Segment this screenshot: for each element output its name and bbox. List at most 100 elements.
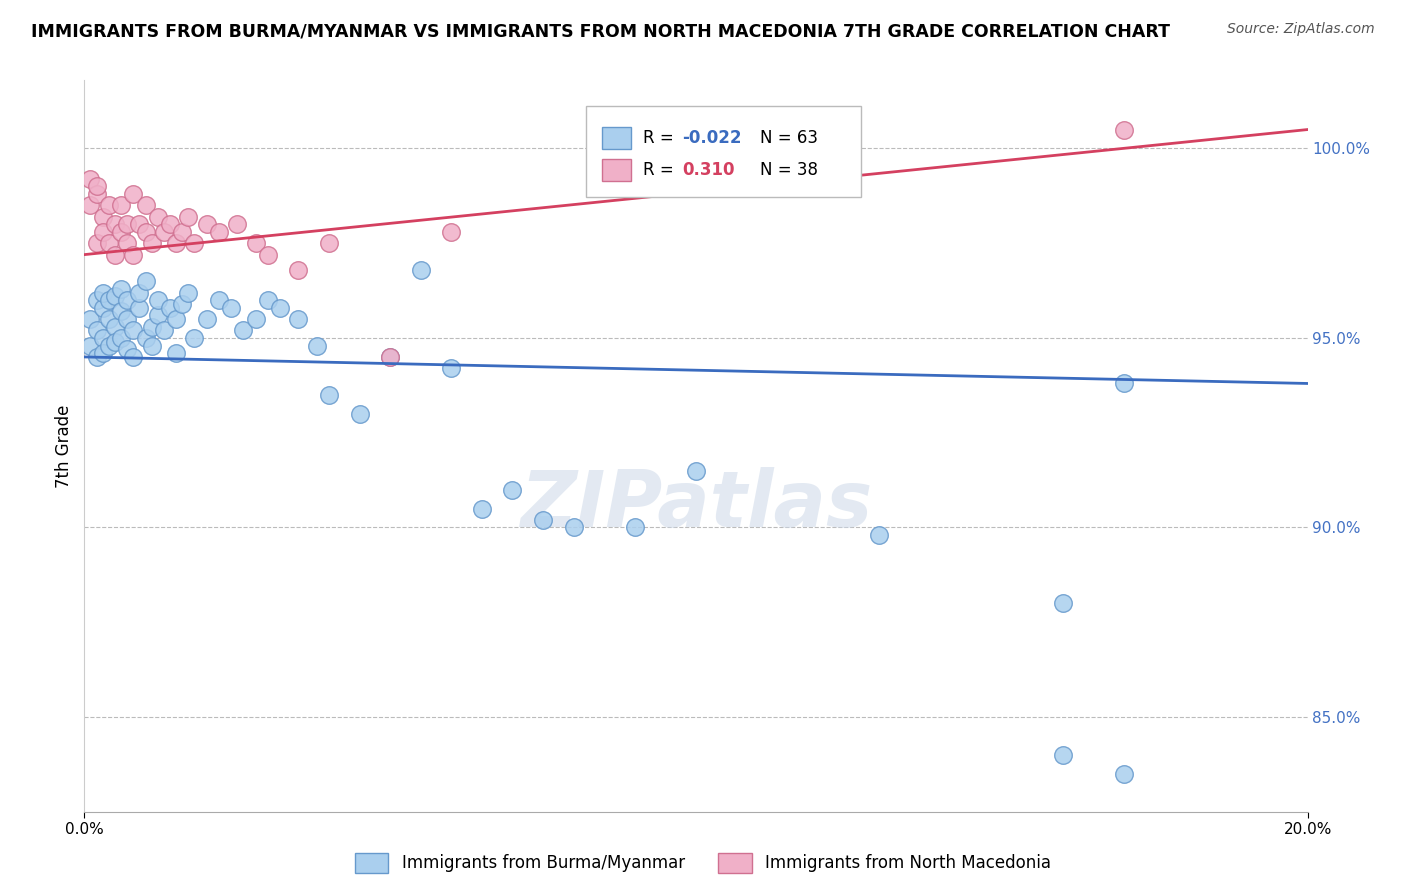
Point [86, 236, 108, 251]
Point [135, 225, 157, 239]
Point [245, 312, 267, 326]
Point [104, 289, 127, 303]
Point [104, 217, 127, 231]
Point [1114, 767, 1136, 781]
Text: ZIPatlas: ZIPatlas [520, 467, 872, 542]
Point [91, 285, 114, 300]
Point [177, 210, 200, 224]
Point [146, 308, 169, 322]
Point [172, 297, 194, 311]
FancyBboxPatch shape [602, 159, 631, 181]
Point [86, 179, 108, 194]
Point [115, 293, 138, 307]
Point [141, 338, 163, 352]
Point [110, 225, 132, 239]
Point [79, 198, 101, 212]
Point [245, 236, 267, 251]
Point [115, 217, 138, 231]
Point [153, 225, 176, 239]
Point [122, 323, 145, 337]
Point [159, 217, 181, 231]
Point [146, 210, 169, 224]
Point [97, 338, 120, 352]
Point [110, 198, 132, 212]
Point [502, 483, 524, 497]
Point [122, 350, 145, 364]
Point [208, 225, 231, 239]
Point [318, 388, 340, 402]
Point [128, 217, 150, 231]
Point [1052, 747, 1074, 762]
Y-axis label: 7th Grade: 7th Grade [55, 404, 73, 488]
Point [165, 346, 187, 360]
Point [141, 236, 163, 251]
Point [624, 520, 647, 534]
Point [318, 236, 340, 251]
Point [104, 247, 127, 261]
Point [91, 301, 114, 315]
Point [135, 331, 157, 345]
Point [146, 293, 169, 307]
Point [440, 361, 463, 376]
Text: R =: R = [644, 161, 679, 179]
Point [91, 346, 114, 360]
Point [91, 225, 114, 239]
Point [219, 301, 242, 315]
Text: IMMIGRANTS FROM BURMA/MYANMAR VS IMMIGRANTS FROM NORTH MACEDONIA 7TH GRADE CORRE: IMMIGRANTS FROM BURMA/MYANMAR VS IMMIGRA… [31, 22, 1170, 40]
Point [195, 217, 218, 231]
Point [115, 312, 138, 326]
Point [232, 323, 254, 337]
Point [257, 247, 280, 261]
Point [86, 293, 108, 307]
Point [195, 312, 218, 326]
Point [86, 186, 108, 201]
Text: 0.310: 0.310 [682, 161, 735, 179]
Point [869, 528, 891, 542]
Point [440, 225, 463, 239]
Point [287, 312, 309, 326]
Point [122, 247, 145, 261]
Point [349, 407, 371, 421]
Point [183, 331, 205, 345]
Point [110, 282, 132, 296]
Point [115, 343, 138, 357]
Point [86, 350, 108, 364]
Text: -0.022: -0.022 [682, 129, 742, 147]
Point [97, 236, 120, 251]
Point [257, 293, 280, 307]
Point [172, 225, 194, 239]
Point [91, 210, 114, 224]
Point [226, 217, 249, 231]
Point [79, 171, 101, 186]
Point [1114, 122, 1136, 136]
Point [531, 513, 554, 527]
Point [104, 319, 127, 334]
Point [1052, 596, 1074, 610]
Point [128, 301, 150, 315]
Point [135, 274, 157, 288]
Point [91, 331, 114, 345]
Text: N = 38: N = 38 [759, 161, 817, 179]
Point [159, 301, 181, 315]
Point [79, 312, 101, 326]
Point [110, 331, 132, 345]
Point [104, 334, 127, 349]
Point [79, 338, 101, 352]
Point [153, 323, 176, 337]
Point [110, 304, 132, 318]
Point [409, 262, 432, 277]
Point [86, 323, 108, 337]
Point [380, 350, 402, 364]
Text: N = 63: N = 63 [759, 129, 817, 147]
Text: Source: ZipAtlas.com: Source: ZipAtlas.com [1227, 22, 1375, 37]
Point [115, 236, 138, 251]
Point [177, 285, 200, 300]
Point [562, 520, 585, 534]
Point [165, 312, 187, 326]
FancyBboxPatch shape [586, 106, 860, 197]
Point [208, 293, 231, 307]
Point [471, 501, 494, 516]
Point [287, 262, 309, 277]
Point [135, 198, 157, 212]
Point [141, 319, 163, 334]
